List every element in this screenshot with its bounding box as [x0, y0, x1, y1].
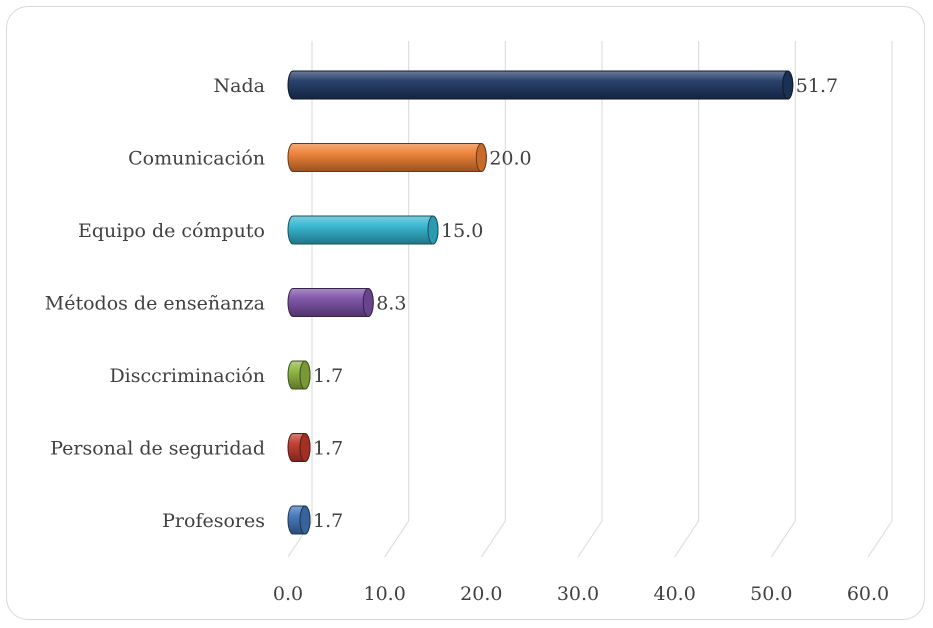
gridline-floor-1 — [384, 520, 410, 558]
bar-1 — [287, 143, 487, 172]
bar-cap-4 — [299, 360, 311, 390]
bar-cap-2 — [427, 215, 439, 245]
data-label-4: 1.7 — [313, 365, 343, 387]
category-label-3: Métodos de enseñanza — [45, 293, 265, 315]
data-label-2: 15.0 — [441, 220, 483, 242]
category-label-6: Profesores — [162, 510, 265, 532]
bar-cap-1 — [475, 143, 487, 172]
category-label-2: Equipo de cómputo — [78, 220, 265, 242]
x-tick-label-3: 30.0 — [557, 583, 599, 605]
chart-frame: 0.0 10.0 20.0 30.0 40.0 50.0 60.0 Nada 51.7 Comun… — [6, 6, 925, 620]
x-tick-label-1: 10.0 — [364, 583, 406, 605]
bar-cap-3 — [362, 288, 374, 317]
gridline-floor-6 — [867, 520, 893, 558]
gridline-floor-4 — [674, 520, 700, 558]
data-label-5: 1.7 — [313, 438, 343, 460]
gridline-floor-2 — [480, 520, 506, 558]
bar-cap-5 — [299, 433, 311, 462]
data-label-1: 20.0 — [489, 148, 531, 170]
x-tick-label-0: 0.0 — [273, 583, 303, 605]
bar-cap-6 — [299, 505, 311, 535]
gridlines — [287, 41, 893, 558]
bar-cap-0 — [782, 70, 794, 100]
x-tick-label-4: 40.0 — [654, 583, 696, 605]
data-label-3: 8.3 — [376, 293, 406, 315]
data-label-6: 1.7 — [313, 510, 343, 532]
bars — [287, 70, 794, 535]
gridline-floor-5 — [770, 520, 796, 558]
bar-0 — [287, 70, 794, 100]
category-label-5: Personal de seguridad — [50, 438, 265, 460]
x-tick-label-6: 60.0 — [847, 583, 889, 605]
bar-2 — [287, 215, 439, 245]
bar-chart: 0.0 10.0 20.0 30.0 40.0 50.0 60.0 Nada 51.7 Comun… — [45, 41, 893, 605]
x-tick-label-5: 50.0 — [750, 583, 792, 605]
category-label-4: Disccriminación — [109, 365, 265, 387]
x-tick-label-2: 20.0 — [460, 583, 502, 605]
data-label-0: 51.7 — [796, 75, 838, 97]
labels: 0.0 10.0 20.0 30.0 40.0 50.0 60.0 Nada 51.7 Comun… — [45, 75, 889, 605]
bar-3 — [287, 288, 374, 317]
category-label-1: Comunicación — [128, 148, 265, 170]
category-label-0: Nada — [214, 75, 265, 97]
gridline-floor-3 — [577, 520, 603, 558]
